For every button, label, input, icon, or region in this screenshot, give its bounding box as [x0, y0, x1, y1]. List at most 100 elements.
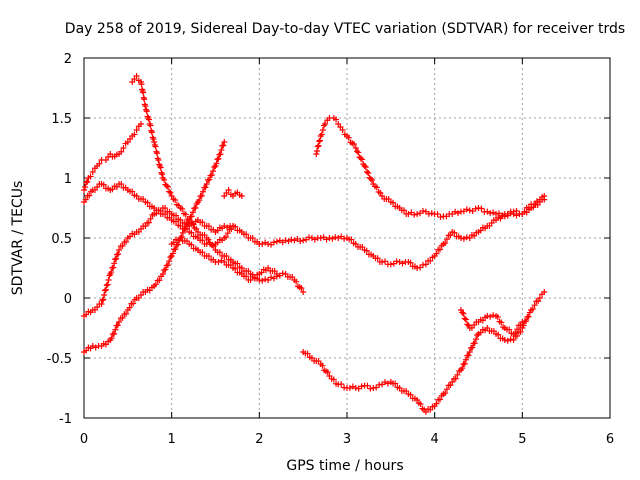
data-point [463, 206, 470, 213]
data-point [523, 318, 530, 325]
data-point [114, 322, 121, 329]
data-point [196, 197, 203, 204]
data-point [393, 258, 400, 265]
data-point [99, 297, 106, 304]
data-point [314, 148, 321, 154]
data-point [205, 253, 212, 260]
data-point [156, 277, 163, 284]
data-point [319, 362, 326, 369]
data-point [531, 302, 538, 309]
data-point [442, 240, 449, 247]
data-point [335, 235, 342, 241]
x-tick-label: 2 [255, 432, 263, 447]
data-point [172, 246, 179, 253]
series-arc3 [81, 181, 263, 248]
data-point [113, 255, 120, 262]
data-point [392, 380, 399, 387]
data-point [118, 181, 125, 188]
data-point [161, 176, 168, 183]
data-point [164, 262, 171, 269]
data-point [182, 225, 189, 232]
data-point [364, 168, 371, 175]
data-point [396, 259, 403, 265]
data-point [541, 196, 548, 203]
data-point [291, 237, 298, 244]
data-point [471, 340, 478, 347]
data-point [133, 73, 140, 79]
data-point [373, 384, 380, 391]
data-point [152, 281, 159, 288]
data-point [436, 396, 443, 403]
data-point [490, 312, 497, 319]
data-point [110, 264, 117, 271]
data-point [297, 238, 304, 245]
data-point [329, 235, 336, 242]
data-point [487, 210, 494, 217]
data-point [433, 400, 440, 407]
data-point [459, 309, 466, 316]
data-point [116, 247, 123, 253]
data-point [108, 335, 115, 342]
x-tick-label: 5 [518, 432, 526, 447]
data-point [167, 254, 174, 261]
data-point [374, 255, 381, 262]
data-point [155, 157, 162, 163]
data-point [349, 383, 356, 390]
x-tick-label: 4 [431, 432, 439, 447]
data-point [112, 326, 119, 333]
data-point [103, 282, 110, 289]
y-tick-label: -1 [59, 412, 72, 427]
data-point [293, 278, 300, 285]
data-point [379, 259, 386, 265]
data-point [159, 271, 166, 277]
data-point [82, 196, 89, 203]
data-point [345, 134, 352, 141]
data-point [143, 108, 150, 115]
data-point [169, 250, 176, 257]
data-point [487, 313, 494, 320]
data-point [198, 192, 205, 199]
data-point [433, 250, 440, 257]
data-point [228, 226, 235, 233]
data-point [243, 273, 250, 280]
data-point [167, 189, 174, 196]
data-point [300, 289, 307, 295]
data-point [469, 344, 476, 351]
data-point [417, 264, 424, 271]
y-tick-label: 1 [64, 172, 72, 187]
data-point [407, 391, 414, 398]
data-point [216, 249, 223, 256]
y-tick-label: -0.5 [47, 352, 72, 367]
data-point [199, 219, 206, 226]
data-point [259, 277, 266, 284]
data-point [493, 211, 500, 217]
data-point [87, 173, 94, 180]
y-tick-label: 0.5 [51, 232, 72, 247]
data-point [224, 230, 231, 237]
x-tick-label: 1 [168, 432, 176, 447]
data-point [536, 295, 543, 301]
data-point [215, 155, 222, 162]
data-point [120, 145, 127, 151]
data-point [285, 238, 292, 245]
data-point [84, 178, 91, 185]
data-point [498, 319, 505, 326]
data-point [111, 260, 118, 267]
data-point [428, 210, 435, 217]
data-point [381, 379, 388, 386]
data-point [218, 257, 225, 264]
data-point [173, 212, 180, 219]
data-point [89, 169, 96, 175]
data-point [105, 277, 112, 283]
data-point [279, 270, 286, 277]
data-point [442, 390, 449, 397]
data-point [494, 313, 501, 320]
data-point [225, 187, 232, 193]
data-point [234, 260, 241, 267]
data-point [131, 131, 138, 138]
data-point [316, 137, 323, 144]
data-point [373, 184, 380, 191]
data-point [202, 184, 209, 191]
data-point [208, 172, 215, 179]
data-point [357, 155, 364, 162]
